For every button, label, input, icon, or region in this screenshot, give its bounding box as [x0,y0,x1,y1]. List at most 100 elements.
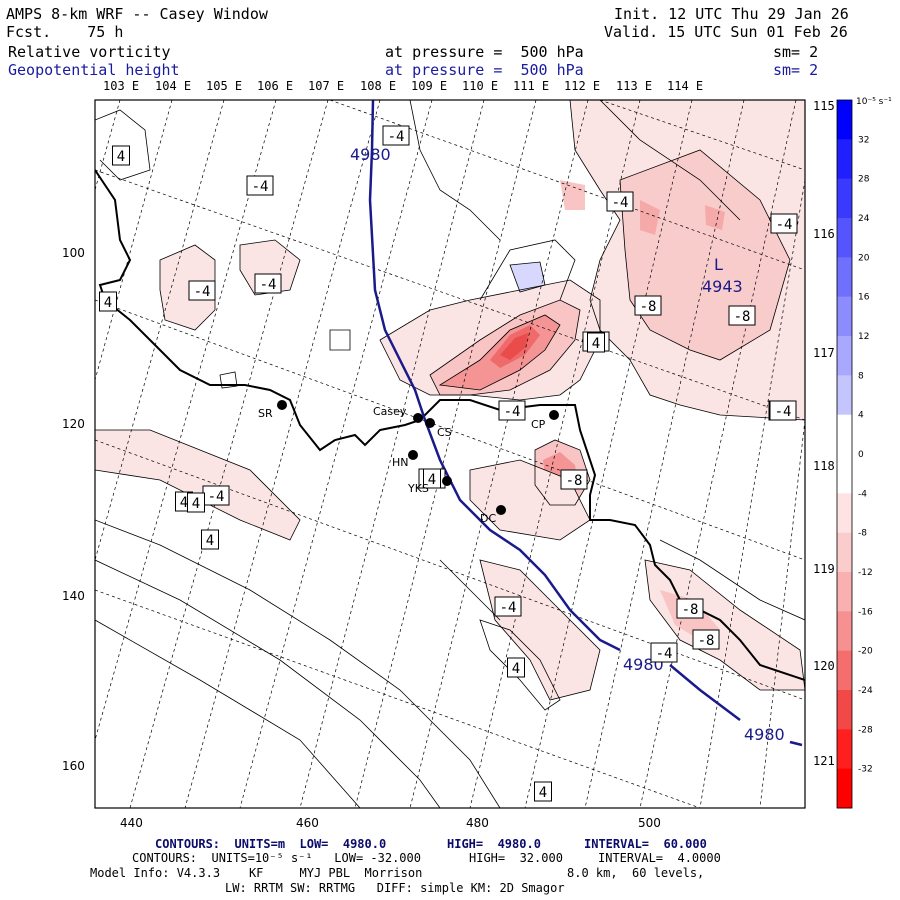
colorbar-label: -12 [858,568,873,578]
colorbar-label: -4 [858,489,867,499]
colorbar-swatch [837,729,852,770]
contour-value-label: -4 [769,400,797,421]
x-tick: 480 [466,816,489,830]
colorbar: 32 28 24 20 16 12 8 4 0 -4 -8 -12 -16 -20 -24 -28 -32 [836,99,873,809]
station-label: SR [258,407,273,420]
height-contour-4980-tail [789,740,803,747]
colorbar-swatch [837,690,852,730]
contour-value-label: -4 [494,596,522,617]
init-time: Init. 12 UTC Thu 29 Jan 26 [614,5,849,23]
colorbar-units: 10⁻⁵ s⁻¹ [856,97,892,107]
contour-value-label: 4 [99,291,117,312]
footer-vort-high: HIGH= 32.000 [469,851,563,865]
colorbar-swatch [837,139,852,180]
colorbar-label: 12 [858,332,869,342]
x-tick: 460 [296,816,319,830]
contour-value-label: -8 [692,629,720,650]
colorbar-frame [836,99,853,809]
svg-text:-8: -8 [682,602,699,618]
top-lon-label: 111 E [513,79,549,93]
height-label: 4980 [744,725,785,744]
top-longitude-labels: 103 E 104 E 105 E 106 E 107 E 108 E 109 E 110 E… [103,79,703,93]
svg-text:-4: -4 [656,646,673,662]
longitude-lines [95,100,805,808]
height-contour-4980 [368,100,621,652]
contour-value-label: -4 [202,485,230,506]
y-tick: 100 [62,246,85,260]
colorbar-swatch [837,650,852,691]
contour-value-label: 4 [423,468,441,489]
footer-vort-interval: INTERVAL= 4.0000 [598,851,721,865]
contour-value-label: -8 [560,469,588,490]
field1-name: Relative vorticity [8,43,171,61]
colorbar-swatch [837,454,852,494]
station-dot-dc [496,505,506,515]
footer-height-contours: CONTOURS: UNITS=m LOW= 4980.0 [155,837,387,851]
field2-smoothing: sm= 2 [773,61,819,79]
station-label: DC [480,512,496,525]
height-label: 4980 [350,145,391,164]
field2-level: at pressure = 500 hPa [385,61,584,79]
svg-text:-4: -4 [208,489,225,505]
contour-value-label: -4 [606,191,634,212]
colorbar-swatch [837,257,852,298]
colorbar-swatch [837,296,852,337]
svg-text:-4: -4 [775,404,792,420]
svg-text:-8: -8 [640,299,657,315]
contour-value-label: -4 [770,213,798,234]
y-tick: 140 [62,589,85,603]
contour-value-label: -8 [634,295,662,316]
station-label: HN [392,456,409,469]
height-contour-4980-east [669,664,741,721]
top-lon-label: 113 E [616,79,652,93]
top-lon-label: 107 E [308,79,344,93]
station-dot-hn [408,450,418,460]
field1-smoothing: sm= 2 [773,43,819,61]
x-axis-ticks: 440 460 480 500 [120,816,661,830]
colorbar-swatch [837,611,852,652]
svg-text:-4: -4 [504,404,521,420]
top-lon-label: 105 E [206,79,242,93]
footer-physics-info: LW: RRTM SW: RRTMG DIFF: simple KM: 2D S… [225,881,565,895]
field1-level: at pressure = 500 hPa [385,43,584,61]
svg-text:-4: -4 [612,195,629,211]
contour-value-label: -4 [498,400,526,421]
svg-text:4: 4 [428,472,436,488]
svg-text:-8: -8 [566,473,583,489]
colorbar-label: 0 [858,450,864,460]
y-tick: 120 [62,417,85,431]
footer-height-high: HIGH= 4980.0 [447,837,541,851]
contour-value-label: 4 [187,492,205,513]
station-label: YKS [407,482,429,495]
top-lon-label: 109 E [411,79,447,93]
top-lon-label: 103 E [103,79,139,93]
svg-text:4: 4 [539,785,547,801]
top-lon-label: 112 E [564,79,600,93]
colorbar-label: 28 [858,175,870,185]
colorbar-label: -24 [858,686,873,696]
height-label: 4943 [702,277,743,296]
map-field [95,100,805,808]
contour-value-label: -4 [246,175,274,196]
contour-value-label: 4 [587,332,605,353]
top-lon-label: 108 E [360,79,396,93]
station-label: CS [437,426,452,439]
svg-text:-4: -4 [776,217,793,233]
colorbar-swatch [837,572,852,612]
map-title: AMPS 8-km WRF -- Casey Window [6,5,268,23]
top-lon-label: 110 E [462,79,498,93]
svg-text:-8: -8 [734,309,751,325]
contour-value-label: -4 [188,280,216,301]
colorbar-swatch [837,414,852,455]
colorbar-swatch [837,493,852,534]
footer-height-interval: INTERVAL= 60.000 [584,837,707,851]
station-markers: SR Casey CS HN YKS DC CP [258,400,559,525]
forecast-hour: Fcst. 75 h [6,23,124,41]
colorbar-swatch [837,375,852,416]
contour-value-label: 4 [507,657,525,678]
y-axis-ticks: 100 120 140 160 [62,246,85,773]
colorbar-label: -20 [858,647,873,657]
svg-text:-4: -4 [252,179,269,195]
svg-text:4: 4 [192,496,200,512]
